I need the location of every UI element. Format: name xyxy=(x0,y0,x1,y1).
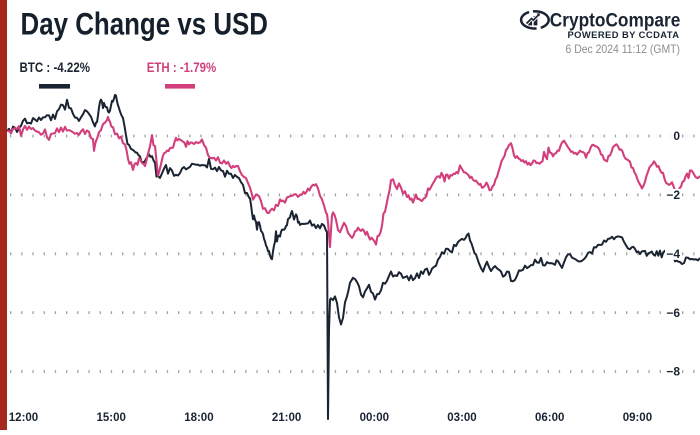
svg-text:21:00: 21:00 xyxy=(272,412,301,424)
svg-text:−2: −2 xyxy=(666,188,680,202)
svg-text:18:00: 18:00 xyxy=(184,412,213,424)
svg-text:ETH : -1.79%: ETH : -1.79% xyxy=(147,60,217,75)
svg-text:06:00: 06:00 xyxy=(535,412,564,424)
svg-text:BTC : -4.22%: BTC : -4.22% xyxy=(20,60,91,75)
svg-text:00:00: 00:00 xyxy=(360,412,389,424)
svg-text:15:00: 15:00 xyxy=(96,412,125,424)
svg-text:12:00: 12:00 xyxy=(9,412,38,424)
svg-text:POWERED BY CCDATA: POWERED BY CCDATA xyxy=(568,29,680,40)
svg-text:Day Change vs USD: Day Change vs USD xyxy=(21,5,269,41)
svg-text:CryptoCompare: CryptoCompare xyxy=(550,9,681,31)
svg-text:09:00: 09:00 xyxy=(623,412,652,424)
svg-text:−4: −4 xyxy=(666,247,680,261)
svg-text:03:00: 03:00 xyxy=(447,412,476,424)
svg-text:6 Dec 2024 11:12 (GMT): 6 Dec 2024 11:12 (GMT) xyxy=(566,42,681,56)
svg-text:0: 0 xyxy=(673,129,680,143)
svg-text:−6: −6 xyxy=(666,306,680,320)
svg-text:−8: −8 xyxy=(666,365,680,379)
